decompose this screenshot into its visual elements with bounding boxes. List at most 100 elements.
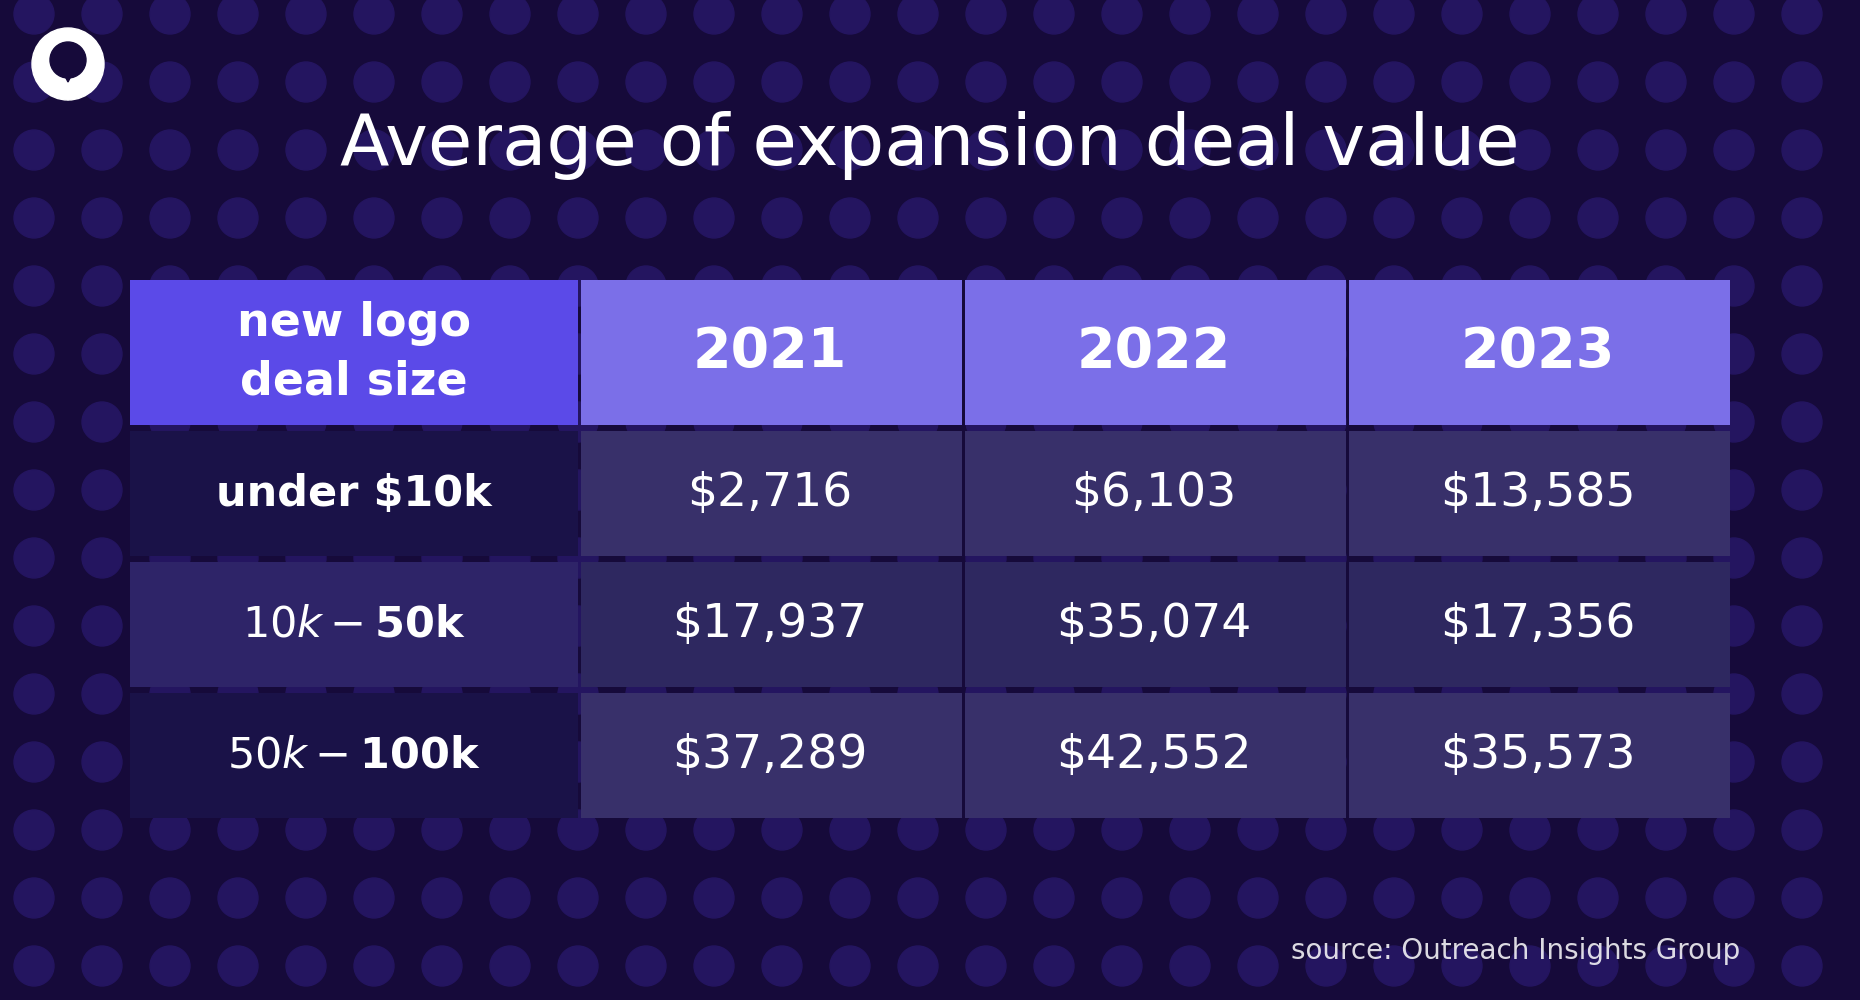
Circle shape: [1782, 402, 1823, 442]
Text: 2023: 2023: [1460, 326, 1614, 379]
Circle shape: [1170, 266, 1211, 306]
Circle shape: [1375, 0, 1414, 34]
Circle shape: [15, 470, 54, 510]
Circle shape: [1715, 674, 1754, 714]
Circle shape: [627, 334, 666, 374]
Circle shape: [694, 810, 735, 850]
Circle shape: [694, 674, 735, 714]
Circle shape: [898, 402, 937, 442]
Circle shape: [1715, 198, 1754, 238]
Circle shape: [558, 0, 599, 34]
Circle shape: [1034, 198, 1073, 238]
Circle shape: [1375, 674, 1414, 714]
Circle shape: [286, 538, 326, 578]
Circle shape: [82, 62, 123, 102]
Circle shape: [763, 0, 802, 34]
Circle shape: [1715, 538, 1754, 578]
Circle shape: [1101, 0, 1142, 34]
Circle shape: [1782, 606, 1823, 646]
Circle shape: [489, 334, 530, 374]
Circle shape: [353, 538, 394, 578]
Circle shape: [1101, 606, 1142, 646]
Circle shape: [1646, 878, 1685, 918]
FancyBboxPatch shape: [130, 693, 578, 818]
Circle shape: [627, 878, 666, 918]
Circle shape: [1510, 742, 1549, 782]
Circle shape: [558, 674, 599, 714]
Circle shape: [1442, 946, 1482, 986]
Circle shape: [489, 470, 530, 510]
Circle shape: [82, 334, 123, 374]
Circle shape: [763, 334, 802, 374]
Circle shape: [32, 28, 104, 100]
Circle shape: [1375, 266, 1414, 306]
Circle shape: [218, 198, 259, 238]
Circle shape: [1646, 470, 1685, 510]
Circle shape: [1577, 742, 1618, 782]
Circle shape: [1442, 62, 1482, 102]
Circle shape: [1239, 470, 1278, 510]
Circle shape: [694, 334, 735, 374]
Circle shape: [422, 606, 461, 646]
Circle shape: [830, 606, 870, 646]
Circle shape: [1101, 946, 1142, 986]
Circle shape: [218, 878, 259, 918]
FancyBboxPatch shape: [580, 280, 962, 425]
FancyBboxPatch shape: [130, 280, 578, 425]
Circle shape: [1375, 334, 1414, 374]
Circle shape: [1577, 674, 1618, 714]
Circle shape: [627, 946, 666, 986]
Circle shape: [965, 0, 1006, 34]
Circle shape: [489, 266, 530, 306]
Circle shape: [15, 810, 54, 850]
Circle shape: [218, 334, 259, 374]
Circle shape: [151, 62, 190, 102]
Circle shape: [1715, 130, 1754, 170]
Circle shape: [1646, 62, 1685, 102]
Circle shape: [489, 878, 530, 918]
Circle shape: [151, 0, 190, 34]
Circle shape: [1239, 538, 1278, 578]
Circle shape: [1442, 470, 1482, 510]
Text: $35,573: $35,573: [1440, 733, 1635, 778]
Circle shape: [1715, 606, 1754, 646]
Circle shape: [1239, 946, 1278, 986]
Circle shape: [898, 130, 937, 170]
Circle shape: [763, 606, 802, 646]
Text: $13,585: $13,585: [1440, 471, 1635, 516]
Circle shape: [1715, 266, 1754, 306]
Circle shape: [1034, 946, 1073, 986]
Circle shape: [1170, 198, 1211, 238]
Circle shape: [82, 946, 123, 986]
Circle shape: [82, 402, 123, 442]
Circle shape: [1306, 198, 1347, 238]
Circle shape: [218, 266, 259, 306]
Circle shape: [830, 198, 870, 238]
Circle shape: [627, 62, 666, 102]
Circle shape: [627, 0, 666, 34]
Circle shape: [1646, 810, 1685, 850]
Circle shape: [558, 266, 599, 306]
Circle shape: [151, 198, 190, 238]
Circle shape: [353, 130, 394, 170]
Circle shape: [1170, 402, 1211, 442]
Circle shape: [830, 470, 870, 510]
Circle shape: [1306, 470, 1347, 510]
FancyBboxPatch shape: [1348, 562, 1730, 687]
Circle shape: [1577, 606, 1618, 646]
Circle shape: [422, 62, 461, 102]
Text: 2021: 2021: [692, 326, 846, 379]
Circle shape: [1375, 946, 1414, 986]
Circle shape: [694, 878, 735, 918]
Circle shape: [151, 470, 190, 510]
Circle shape: [1782, 538, 1823, 578]
Circle shape: [965, 470, 1006, 510]
Circle shape: [694, 538, 735, 578]
Circle shape: [830, 0, 870, 34]
Circle shape: [1510, 198, 1549, 238]
Circle shape: [353, 810, 394, 850]
Circle shape: [830, 334, 870, 374]
Circle shape: [353, 334, 394, 374]
Circle shape: [694, 130, 735, 170]
Text: $35,074: $35,074: [1056, 602, 1252, 647]
